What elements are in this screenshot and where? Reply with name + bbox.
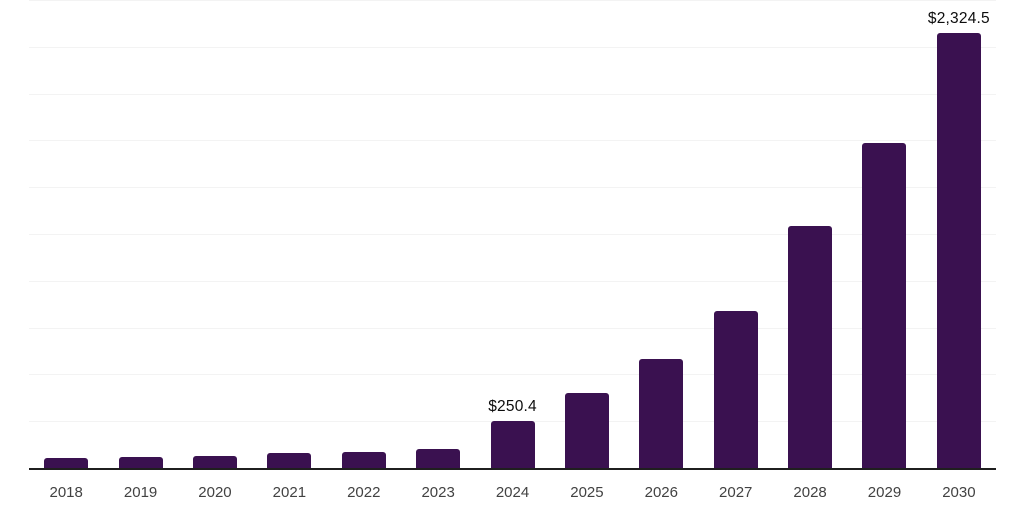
gridline xyxy=(29,93,996,95)
gridline xyxy=(29,280,996,282)
x-tick-2030: 2030 xyxy=(942,484,976,501)
bar-slot-2028 xyxy=(773,0,847,468)
plot-area: $250.4 $2,324.5 xyxy=(29,0,996,470)
bar-slot-2021 xyxy=(252,0,326,468)
bar-2021[interactable] xyxy=(267,453,312,468)
x-tick-2028: 2028 xyxy=(793,484,827,501)
bar-slot-2029 xyxy=(847,0,921,468)
x-tick-2027: 2027 xyxy=(719,484,753,501)
x-tick-2025: 2025 xyxy=(570,484,604,501)
data-label-2030: $2,324.5 xyxy=(927,9,990,27)
bar-2028[interactable] xyxy=(788,226,833,468)
bar-slot-2026 xyxy=(624,0,698,468)
x-tick-2024: 2024 xyxy=(495,484,530,501)
x-tick-2026: 2026 xyxy=(644,484,678,501)
gridline xyxy=(29,327,996,329)
x-tick-2029: 2029 xyxy=(867,484,902,501)
bar-slot-2019 xyxy=(103,0,177,468)
bar-slot-2024: $250.4 xyxy=(475,0,549,468)
x-tick-2021: 2021 xyxy=(272,484,307,501)
bar-slot-2027 xyxy=(699,0,773,468)
x-axis: 2018 2019 2020 2021 2022 2023 2024 2025 2026 2027… xyxy=(29,470,996,501)
bar-slot-2025 xyxy=(550,0,624,468)
x-tick-2023: 2023 xyxy=(421,484,455,501)
data-label-2024: $250.4 xyxy=(488,398,537,416)
x-tick-2018: 2018 xyxy=(49,484,83,501)
bar-2022[interactable] xyxy=(341,451,386,468)
bar-slot-2018 xyxy=(29,0,103,468)
bar-2020[interactable] xyxy=(192,456,237,468)
bar-2027[interactable] xyxy=(713,311,758,468)
bar-2030[interactable] xyxy=(936,32,981,468)
bar-2025[interactable] xyxy=(564,392,609,468)
x-tick-2019: 2019 xyxy=(123,484,158,501)
bar-2029[interactable] xyxy=(862,142,907,468)
gridline xyxy=(29,140,996,142)
bar-slot-2022 xyxy=(327,0,401,468)
bar-2026[interactable] xyxy=(639,358,684,468)
bar-2024[interactable] xyxy=(490,421,535,468)
bars-container: $250.4 $2,324.5 xyxy=(29,0,996,468)
bar-2023[interactable] xyxy=(416,448,461,468)
gridline xyxy=(29,0,996,1)
gridline xyxy=(29,374,996,376)
bar-slot-2030: $2,324.5 xyxy=(922,0,996,468)
bar-slot-2023 xyxy=(401,0,475,468)
bar-2018[interactable] xyxy=(44,458,89,468)
bar-slot-2020 xyxy=(178,0,252,468)
bar-2019[interactable] xyxy=(118,456,163,468)
gridline xyxy=(29,187,996,189)
x-tick-2022: 2022 xyxy=(347,484,381,501)
gridline xyxy=(29,234,996,235)
x-tick-2020: 2020 xyxy=(198,484,232,501)
gridline xyxy=(29,46,996,48)
